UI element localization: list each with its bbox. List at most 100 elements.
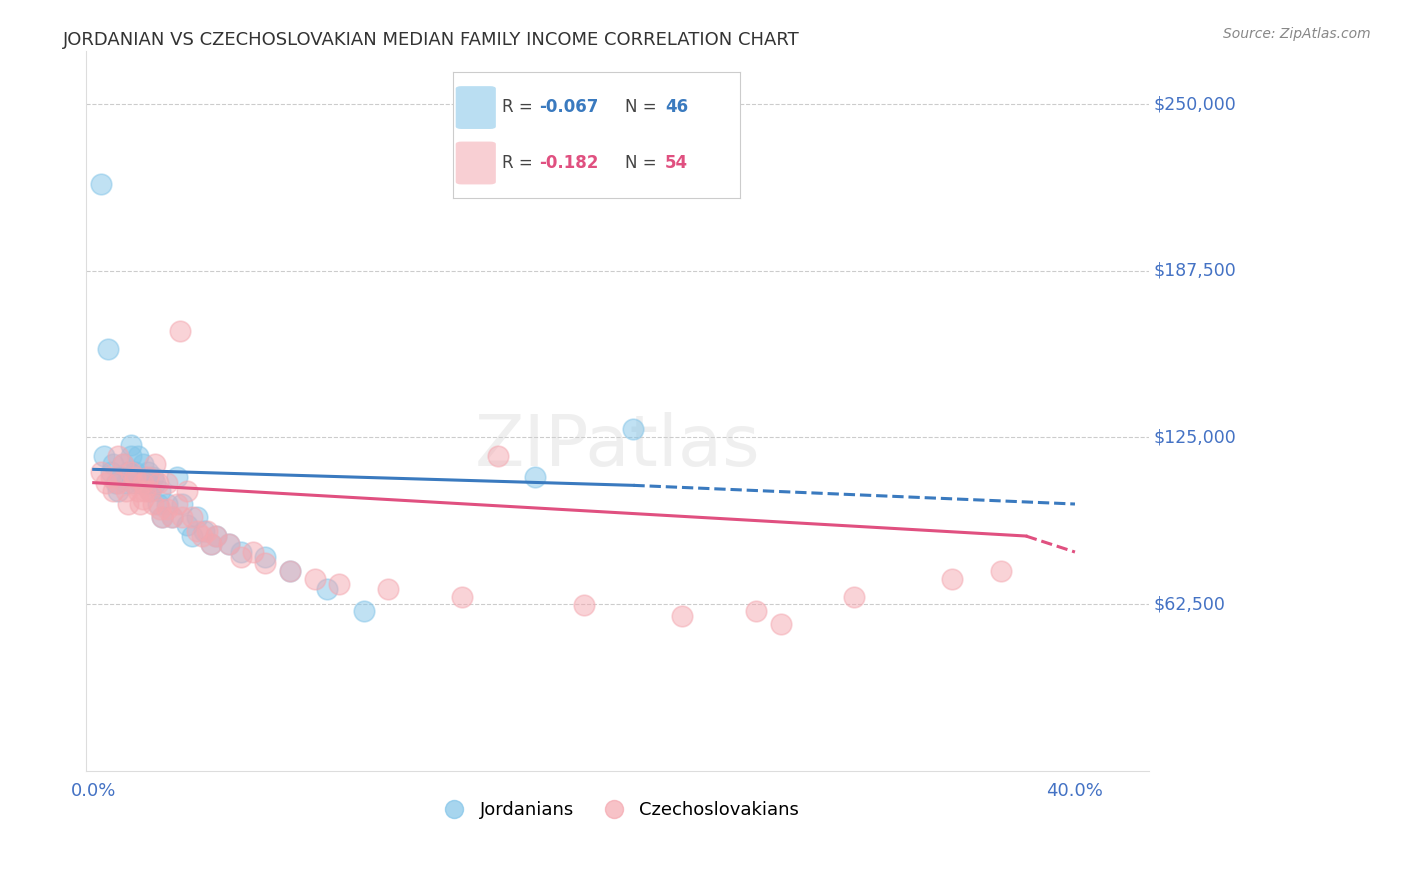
Point xyxy=(193,524,215,538)
Point xyxy=(136,470,159,484)
Point xyxy=(97,343,120,357)
Point xyxy=(162,510,184,524)
Point xyxy=(124,465,146,479)
Point xyxy=(156,497,179,511)
Point xyxy=(353,604,375,618)
Legend: Jordanians, Czechoslovakians: Jordanians, Czechoslovakians xyxy=(429,794,806,827)
Point xyxy=(100,465,122,479)
Point xyxy=(941,572,963,586)
Point xyxy=(114,475,136,490)
Point xyxy=(524,470,547,484)
Point xyxy=(132,491,155,506)
Point xyxy=(450,591,472,605)
Point xyxy=(120,438,142,452)
Point xyxy=(254,550,277,565)
Point xyxy=(156,502,179,516)
Point xyxy=(112,457,135,471)
Point xyxy=(278,564,301,578)
Point xyxy=(186,510,208,524)
Point xyxy=(93,449,115,463)
Point xyxy=(103,483,125,498)
Point xyxy=(745,604,768,618)
Point xyxy=(218,537,240,551)
Point xyxy=(103,457,125,471)
Point xyxy=(114,483,136,498)
Point xyxy=(205,529,228,543)
Point xyxy=(488,449,510,463)
Point xyxy=(166,470,188,484)
Point xyxy=(254,556,277,570)
Point xyxy=(142,470,165,484)
Text: $125,000: $125,000 xyxy=(1153,428,1236,446)
Point xyxy=(200,537,222,551)
Point xyxy=(136,465,159,479)
Point xyxy=(122,475,145,490)
Point xyxy=(769,617,792,632)
Text: Source: ZipAtlas.com: Source: ZipAtlas.com xyxy=(1223,27,1371,41)
Text: $62,500: $62,500 xyxy=(1153,595,1226,613)
Point xyxy=(180,510,202,524)
Point xyxy=(328,577,350,591)
Point xyxy=(574,599,596,613)
Point xyxy=(186,524,208,538)
Point xyxy=(112,457,135,471)
Point xyxy=(149,483,172,498)
Point xyxy=(200,537,222,551)
Point xyxy=(139,483,162,498)
Point xyxy=(278,564,301,578)
Point xyxy=(170,510,193,524)
Point xyxy=(90,177,112,191)
Point xyxy=(107,449,129,463)
Point xyxy=(136,475,159,490)
Point xyxy=(132,475,155,490)
Point xyxy=(180,529,202,543)
Point xyxy=(90,465,112,479)
Point xyxy=(190,529,212,543)
Point xyxy=(132,475,155,490)
Point xyxy=(120,449,142,463)
Point xyxy=(143,457,166,471)
Point xyxy=(377,582,399,597)
Point xyxy=(134,483,156,498)
Point xyxy=(142,497,165,511)
Point xyxy=(146,497,169,511)
Text: $250,000: $250,000 xyxy=(1153,95,1236,113)
Point xyxy=(304,572,326,586)
Text: ZIPatlas: ZIPatlas xyxy=(475,412,761,481)
Point xyxy=(176,518,198,533)
Text: JORDANIAN VS CZECHOSLOVAKIAN MEDIAN FAMILY INCOME CORRELATION CHART: JORDANIAN VS CZECHOSLOVAKIAN MEDIAN FAMI… xyxy=(63,31,800,49)
Point xyxy=(166,497,188,511)
Point xyxy=(117,497,139,511)
Point xyxy=(195,524,218,538)
Point xyxy=(127,483,149,498)
Point xyxy=(315,582,337,597)
Point xyxy=(218,537,240,551)
Point xyxy=(129,475,152,490)
Point xyxy=(149,502,172,516)
Point xyxy=(134,470,156,484)
Point xyxy=(107,483,129,498)
Point xyxy=(229,545,252,559)
Point xyxy=(162,510,184,524)
Point xyxy=(990,564,1012,578)
Text: $187,500: $187,500 xyxy=(1153,261,1236,280)
Point xyxy=(117,465,139,479)
Point xyxy=(129,497,152,511)
Point xyxy=(844,591,866,605)
Point xyxy=(176,483,198,498)
Point xyxy=(242,545,264,559)
Point xyxy=(169,324,191,338)
Point xyxy=(143,475,166,490)
Point xyxy=(100,470,122,484)
Point xyxy=(120,465,142,479)
Point xyxy=(229,550,252,565)
Point xyxy=(152,510,174,524)
Point xyxy=(156,475,179,490)
Point xyxy=(127,449,149,463)
Point xyxy=(146,475,169,490)
Point xyxy=(205,529,228,543)
Point xyxy=(132,457,155,471)
Point xyxy=(110,470,132,484)
Point xyxy=(170,497,193,511)
Point xyxy=(139,483,162,498)
